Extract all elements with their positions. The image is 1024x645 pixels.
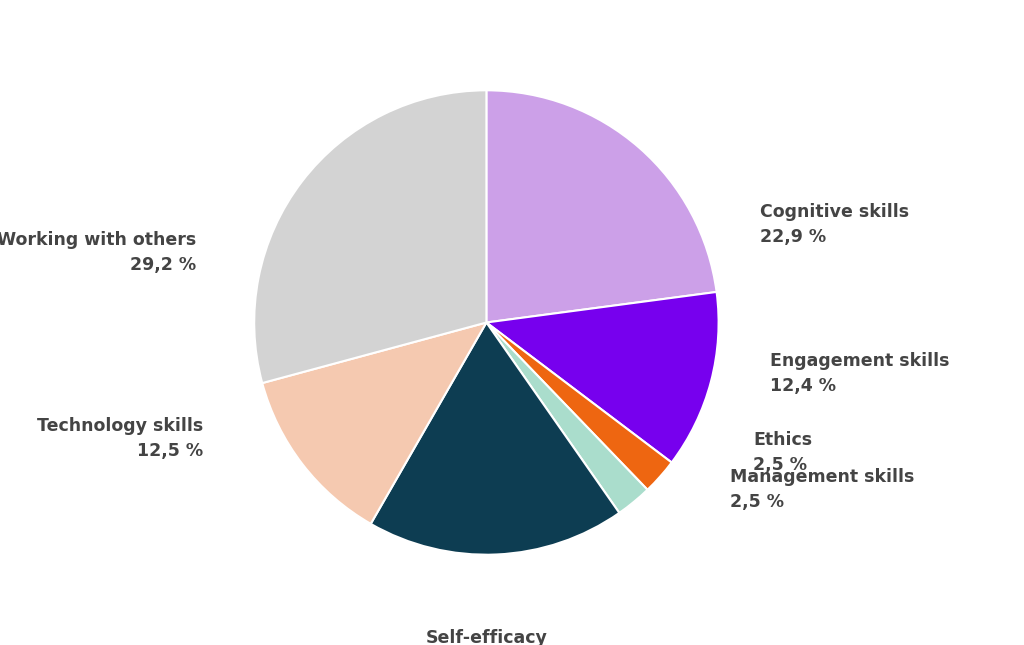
- Text: Technology skills
12,5 %: Technology skills 12,5 %: [37, 417, 203, 460]
- Text: Ethics
2,5 %: Ethics 2,5 %: [754, 431, 813, 474]
- Wedge shape: [262, 322, 486, 524]
- Wedge shape: [486, 90, 717, 322]
- Text: Working with others
29,2 %: Working with others 29,2 %: [0, 232, 197, 274]
- Wedge shape: [254, 90, 486, 383]
- Text: Self-efficacy
18,0 %: Self-efficacy 18,0 %: [425, 629, 548, 645]
- Text: Management skills
2,5 %: Management skills 2,5 %: [730, 468, 914, 511]
- Text: Cognitive skills
22,9 %: Cognitive skills 22,9 %: [761, 203, 909, 246]
- Wedge shape: [486, 322, 647, 513]
- Text: Engagement skills
12,4 %: Engagement skills 12,4 %: [770, 352, 949, 395]
- Wedge shape: [486, 322, 672, 490]
- Wedge shape: [486, 292, 719, 462]
- Wedge shape: [371, 322, 620, 555]
